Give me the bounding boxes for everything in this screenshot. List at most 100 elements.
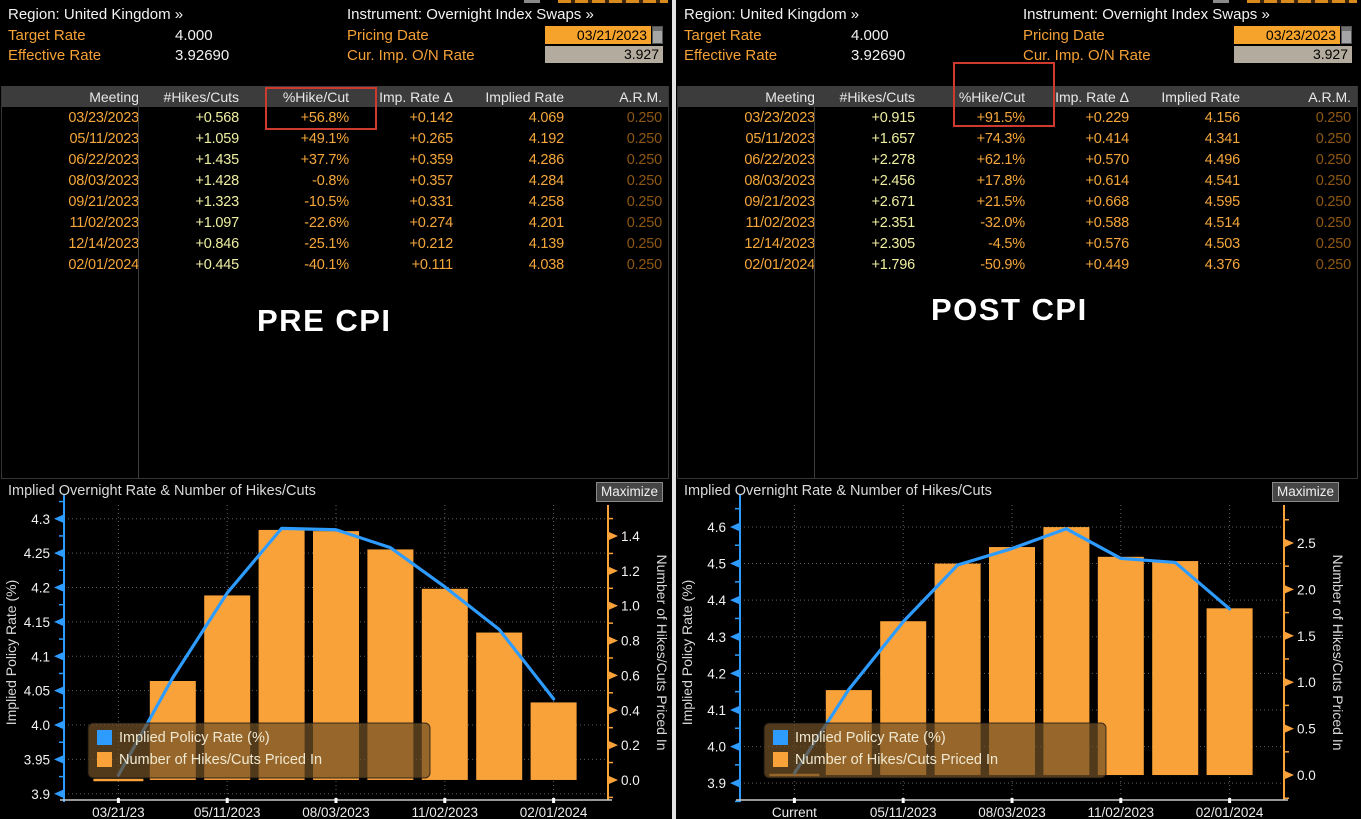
table-cell: 4.376: [1204, 256, 1240, 273]
table-cell: 11/02/2023: [745, 214, 816, 231]
target-rate-value: 4.000: [851, 27, 889, 44]
pre-cpi-annotation: PRE CPI: [257, 303, 392, 338]
region-value[interactable]: United Kingdom »: [63, 6, 184, 23]
chart-title: Implied Overnight Rate & Number of Hikes…: [684, 483, 992, 499]
x-axis-tick-label: Current: [772, 805, 817, 819]
table-cell: 4.286: [528, 151, 564, 168]
legend-swatch: [97, 752, 112, 767]
panel-header: Region: United Kingdom » Instrument: Ove…: [0, 0, 672, 72]
table-cell: +49.1%: [300, 130, 350, 147]
x-axis-tick: [1010, 798, 1014, 803]
legend-swatch: [773, 730, 788, 745]
cur-imp-rate-field: 3.927: [545, 46, 663, 63]
table-cell: +1.428: [195, 172, 239, 189]
left-axis-tick: [54, 514, 63, 523]
table-cell: +0.614: [1085, 172, 1129, 189]
table-cell: 08/03/2023: [68, 172, 139, 189]
right-axis-tick-label: 0.6: [621, 668, 640, 683]
effective-rate-value: 3.92690: [175, 47, 230, 64]
table-cell: -10.5%: [304, 193, 349, 210]
table-cell: +0.449: [1085, 256, 1129, 273]
table-row: 12/14/2023 +2.305 -4.5% +0.576 4.503 0.250: [678, 233, 1357, 254]
hikes-bar: [1206, 608, 1253, 776]
table-cell: +1.435: [195, 151, 239, 168]
x-axis-tick-label: 02/01/2024: [1196, 805, 1264, 819]
instrument-link[interactable]: Instrument: Overnight Index Swaps »: [347, 6, 594, 23]
region-value[interactable]: United Kingdom »: [739, 6, 860, 23]
table-cell: +0.212: [409, 235, 453, 252]
table-cell: 4.201: [528, 214, 564, 231]
table-cell: 4.541: [1204, 172, 1240, 189]
left-axis-tick-label: 4.3: [31, 512, 50, 527]
table-row: 12/14/2023 +0.846 -25.1% +0.212 4.139 0.250: [2, 233, 668, 254]
table-row: 09/21/2023 +1.323 -10.5% +0.331 4.258 0.250: [2, 191, 668, 212]
left-axis-tick: [730, 559, 739, 568]
panel-pre-cpi: Region: United Kingdom » Instrument: Ove…: [0, 0, 672, 819]
table-cell: +0.568: [195, 109, 239, 126]
maximize-button[interactable]: Maximize: [1272, 482, 1339, 502]
left-axis-tick-label: 4.25: [24, 546, 50, 561]
left-axis-tick-label: 3.9: [707, 776, 726, 791]
right-axis-title: Number of Hikes/Cuts Priced In: [654, 554, 670, 750]
left-axis-tick-label: 4.1: [707, 703, 726, 718]
table-cell: +1.657: [871, 130, 915, 147]
table-cell: 11/02/2023: [69, 214, 140, 231]
table-column-divider: [138, 86, 139, 478]
table-cell: 0.250: [626, 172, 662, 189]
calendar-icon[interactable]: [652, 26, 663, 44]
table-cell: 06/22/2023: [744, 151, 815, 168]
table-cell: +0.111: [411, 256, 454, 273]
table-cell: +56.8%: [300, 109, 350, 126]
table-cell: +0.229: [1085, 109, 1129, 126]
calendar-icon[interactable]: [1341, 26, 1352, 44]
right-axis-tick-label: 2.0: [1297, 582, 1316, 597]
chart-legend[interactable]: Implied Policy Rate (%) Number of Hikes/C…: [87, 722, 431, 779]
table-cell: -4.5%: [988, 235, 1025, 252]
table-cell: -50.9%: [980, 256, 1025, 273]
legend-label: Number of Hikes/Cuts Priced In: [795, 752, 998, 768]
table-cell: 06/22/2023: [68, 151, 139, 168]
table-cell: 0.250: [1315, 130, 1351, 147]
pricing-date-field[interactable]: 03/23/2023: [1234, 26, 1340, 44]
table-cell: 0.250: [1315, 109, 1351, 126]
region-link[interactable]: Region: United Kingdom »: [684, 6, 859, 23]
instrument-value[interactable]: Overnight Index Swaps »: [426, 6, 594, 23]
right-axis-tick-label: 0.0: [1297, 768, 1316, 783]
column-header: A.R.M.: [1246, 86, 1357, 107]
region-link[interactable]: Region: United Kingdom »: [8, 6, 183, 23]
right-axis-tick-label: 1.5: [1297, 629, 1316, 644]
hikes-bar: [1152, 561, 1199, 776]
chart-section: Implied Overnight Rate & Number of Hikes…: [676, 480, 1348, 819]
table-cell: 0.250: [626, 256, 662, 273]
table-row: 02/01/2024 +1.796 -50.9% +0.449 4.376 0.250: [678, 254, 1357, 275]
table-cell: +2.278: [871, 151, 915, 168]
table-cell: -25.1%: [304, 235, 349, 252]
chart-legend[interactable]: Implied Policy Rate (%) Number of Hikes/C…: [763, 722, 1107, 779]
table-row: 05/11/2023 +1.657 +74.3% +0.414 4.341 0.250: [678, 128, 1357, 149]
maximize-button[interactable]: Maximize: [596, 482, 663, 502]
table-cell: 05/11/2023: [745, 130, 816, 147]
table-cell: +37.7%: [300, 151, 350, 168]
left-axis-tick-label: 4.0: [707, 740, 726, 755]
cropped-overrides-sliver: [1247, 0, 1357, 3]
table-cell: 0.250: [1315, 235, 1351, 252]
left-axis-tick: [54, 617, 63, 626]
right-axis-tick: [1285, 771, 1294, 780]
right-axis-tick-label: 0.2: [621, 738, 640, 753]
left-axis-tick-label: 4.3: [707, 630, 726, 645]
table-cell: 0.250: [626, 109, 662, 126]
instrument-link[interactable]: Instrument: Overnight Index Swaps »: [1023, 6, 1270, 23]
cropped-overrides-sliver: [558, 0, 668, 3]
cur-imp-rate-label: Cur. Imp. O/N Rate: [1023, 47, 1151, 64]
pricing-date-field[interactable]: 03/21/2023: [545, 26, 651, 44]
instrument-value[interactable]: Overnight Index Swaps »: [1102, 6, 1270, 23]
right-axis-tick: [609, 741, 618, 750]
chart-section: Implied Overnight Rate & Number of Hikes…: [0, 480, 672, 819]
right-axis-tick: [609, 671, 618, 680]
left-axis-tick: [54, 789, 63, 798]
target-rate-value: 4.000: [175, 27, 213, 44]
table-row: 03/23/2023 +0.915 +91.5% +0.229 4.156 0.250: [678, 107, 1357, 128]
legend-box: [763, 722, 1107, 779]
column-header: #Hikes/Cuts: [145, 86, 245, 107]
